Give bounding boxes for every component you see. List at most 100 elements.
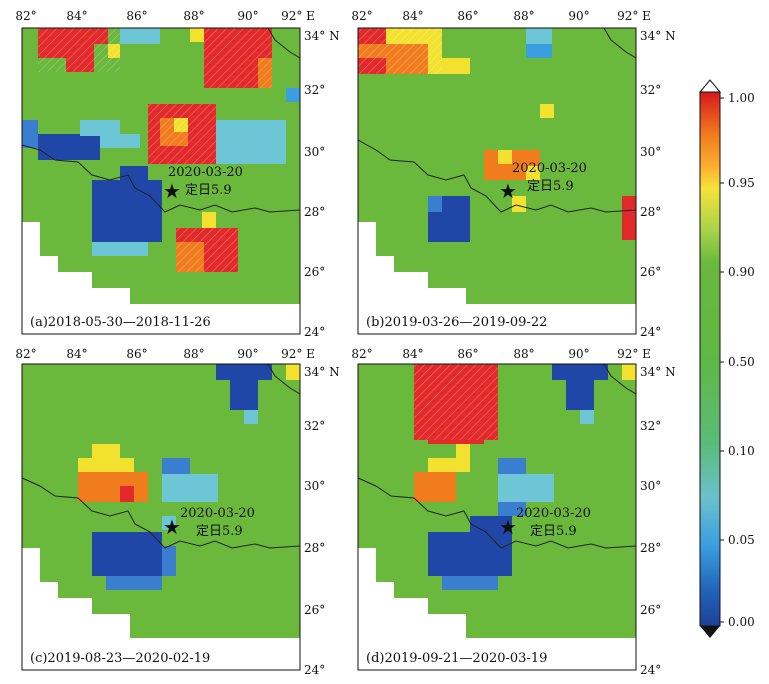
x-tick: 82° [15,9,36,23]
panel-c-nodata [22,548,300,670]
panel-a-border-line [21,144,301,213]
x-tick: 92° E [281,9,315,23]
x-tick: 88° [183,347,204,361]
y-tick: 28° [640,541,661,555]
panel-a-label: (a)2018-05-30—2018-11-26 [30,315,211,330]
earthquake-star-icon: ★ [163,179,181,203]
panel-a-cyan-w [80,120,120,136]
x-tick: 82° [15,347,36,361]
panel-c-blue-ne [216,364,272,380]
panel-a-blue-ne [286,88,300,102]
y-tick: 30° [304,479,325,493]
y-tick: 26° [304,603,325,617]
y-tick: 26° [640,265,661,279]
earthquake-date: 2020-03-20 [516,506,591,521]
panel-d: ★ 2020-03-20 定日5.9 82° 84° 86° 88° 90° 9… [351,347,675,677]
colorbar: 1.00 0.95 0.90 0.50 0.10 0.05 0.00 [698,79,755,638]
y-tick: 26° [304,265,325,279]
colorbar-top-arrow [698,79,722,93]
panel-a-cyan-top [120,28,160,44]
earthquake-name: 定日5.9 [527,179,574,194]
x-tick: 86° [126,347,147,361]
x-tick: 92° E [281,347,315,361]
x-tick: 90° [237,347,258,361]
panel-d-frame [357,363,637,671]
y-tick: 32° [304,419,325,433]
colorbar-tick: 0.50 [728,355,755,369]
colorbar-tick: 0.05 [728,533,755,547]
y-tick: 24° [304,325,325,339]
x-tick: 90° [568,9,589,23]
panel-b-label: (b)2019-03-26—2019-09-22 [366,315,547,330]
x-tick: 90° [237,9,258,23]
panel-a-blue-w2 [22,120,38,148]
y-tick: 32° [304,83,325,97]
panel-a: ★ 2020-03-20 定日5.9 82° 84° 86° 88° 90° 9… [15,9,339,339]
earthquake-name: 定日5.9 [530,524,577,539]
panel-d-label: (d)2019-09-21—2020-03-19 [366,651,547,666]
x-tick: 88° [513,9,534,23]
earthquake-star-icon: ★ [499,515,517,539]
panel-c-label: (c)2019-08-23—2020-02-19 [30,651,210,666]
panel-a-cyan-e [216,120,286,164]
panel-c: ★ 2020-03-20 定日5.9 82° 84° 86° 88° 90° 9… [15,347,339,677]
y-tick: 24° [304,663,325,677]
x-tick: 82° [351,9,372,23]
y-tick: 34° N [640,365,676,379]
panel-d-border-line [357,477,637,549]
y-tick: 28° [304,205,325,219]
y-tick: 28° [304,541,325,555]
x-tick: 88° [183,9,204,23]
panel-c-blue-s [92,532,162,576]
x-tick: 84° [402,347,423,361]
earthquake-star-icon: ★ [499,179,517,203]
y-tick: 32° [640,419,661,433]
panel-b: ★ 2020-03-20 定日5.9 82° 84° 86° 88° 90° 9… [351,9,675,339]
y-tick: 32° [640,83,661,97]
panel-c-orange-w [78,472,148,502]
x-tick: 84° [66,347,87,361]
y-tick: 34° N [304,365,340,379]
panel-a-nodata [22,222,300,334]
y-tick: 24° [640,325,661,339]
y-tick: 30° [640,479,661,493]
earthquake-date: 2020-03-20 [168,165,243,180]
y-tick: 28° [640,205,661,219]
colorbar-tick: 0.10 [728,444,755,458]
panel-b-border-line [357,139,637,213]
y-tick: 26° [640,603,661,617]
x-tick: 84° [66,9,87,23]
panel-a-blue-w [38,134,100,160]
colorbar-tick: 0.95 [728,176,755,190]
panel-d-orange-w [414,472,456,502]
x-tick: 86° [457,9,478,23]
x-tick: 90° [568,347,589,361]
colorbar-tick: 0.00 [728,615,755,629]
panel-d-nodata [358,548,636,670]
panel-b-frame [357,27,637,335]
y-tick: 24° [640,663,661,677]
y-tick: 34° N [640,29,676,43]
panel-b-nodata [358,222,636,334]
earthquake-date: 2020-03-20 [512,161,587,176]
colorbar-bar [699,91,721,627]
panel-d-blue-s [428,532,512,576]
y-tick: 30° [304,145,325,159]
y-tick: 30° [640,145,661,159]
panel-d-blue-ne [552,364,608,380]
x-tick: 84° [402,9,423,23]
earthquake-star-icon: ★ [163,515,181,539]
panel-a-blue-s [92,180,162,242]
panel-a-frame [21,27,301,335]
earthquake-name: 定日5.9 [185,183,232,198]
x-tick: 86° [457,347,478,361]
panel-b-blue-top [526,44,552,58]
y-tick: 34° N [304,29,340,43]
colorbar-bottom-arrow [700,626,720,638]
x-tick: 92° E [617,347,651,361]
x-tick: 82° [351,347,372,361]
colorbar-tick: 0.90 [728,265,755,279]
earthquake-date: 2020-03-20 [180,506,255,521]
panel-c-frame [21,363,301,671]
